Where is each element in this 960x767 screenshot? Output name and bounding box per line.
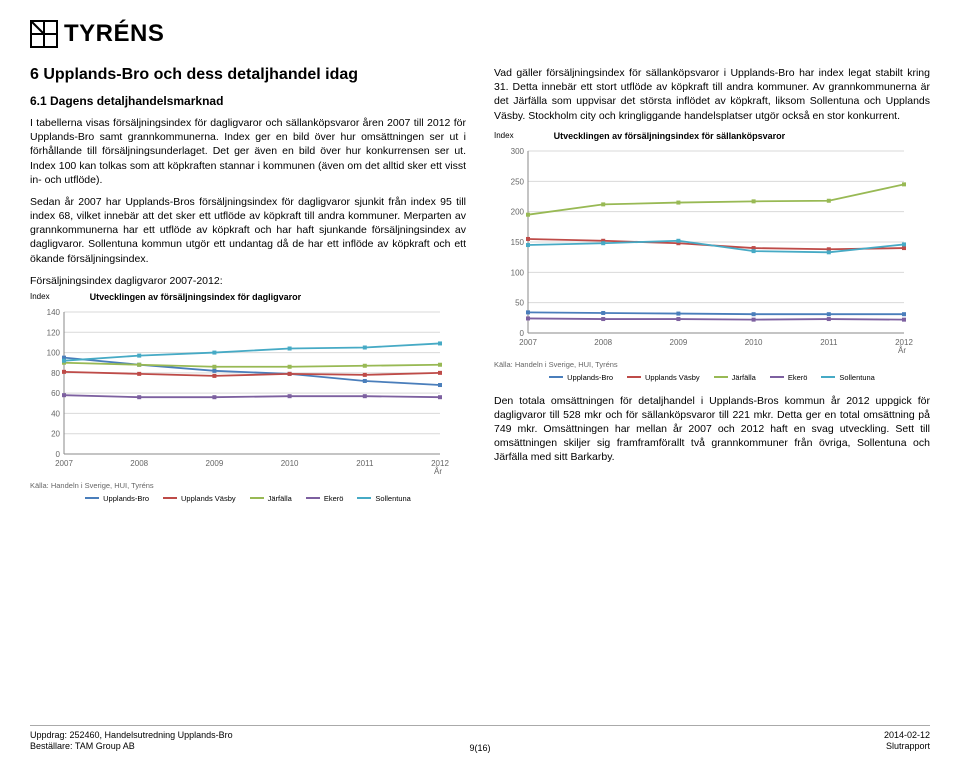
legend-swatch bbox=[770, 376, 784, 378]
svg-text:120: 120 bbox=[47, 328, 61, 337]
svg-text:60: 60 bbox=[51, 389, 60, 398]
legend-item: Järfälla bbox=[250, 494, 292, 503]
svg-text:År: År bbox=[898, 346, 906, 355]
svg-text:2010: 2010 bbox=[281, 459, 299, 468]
legend-item: Ekerö bbox=[770, 373, 808, 382]
svg-text:200: 200 bbox=[511, 207, 525, 216]
svg-text:2008: 2008 bbox=[130, 459, 148, 468]
body-paragraph: Sedan år 2007 har Upplands-Bros försäljn… bbox=[30, 195, 466, 266]
y-axis-label: Index bbox=[494, 131, 514, 140]
legend-item: Upplands-Bro bbox=[85, 494, 149, 503]
svg-text:140: 140 bbox=[47, 308, 61, 317]
daily-chart-legend: Upplands-Bro Upplands Väsby Järfälla Ekerö S… bbox=[30, 494, 466, 503]
svg-text:2010: 2010 bbox=[745, 338, 763, 347]
subsection-heading: 6.1 Dagens detaljhandelsmarknad bbox=[30, 94, 466, 108]
legend-label: Ekerö bbox=[324, 494, 344, 503]
svg-text:100: 100 bbox=[47, 348, 61, 357]
tyrens-logo-icon bbox=[30, 20, 58, 48]
chart-source: Källa: Handeln i Sverige, HUI, Tyréns bbox=[494, 360, 930, 369]
chart-title: Utvecklingen av försäljningsindex för da… bbox=[90, 292, 302, 302]
footer-assignment: Uppdrag: 252460, Handelsutredning Upplan… bbox=[30, 730, 233, 742]
logo-text: TYRÉNS bbox=[64, 20, 164, 48]
sallan-chart-legend: Upplands-Bro Upplands Väsby Järfälla Ekerö S… bbox=[494, 373, 930, 382]
legend-label: Upplands Väsby bbox=[645, 373, 700, 382]
sallan-chart: Index Utvecklingen av försäljningsindex … bbox=[494, 131, 930, 382]
legend-item: Upplands-Bro bbox=[549, 373, 613, 382]
svg-text:20: 20 bbox=[51, 430, 60, 439]
body-paragraph: Den totala omsättningen för detaljhandel… bbox=[494, 394, 930, 465]
svg-text:2007: 2007 bbox=[519, 338, 537, 347]
legend-label: Upplands-Bro bbox=[567, 373, 613, 382]
svg-text:2011: 2011 bbox=[820, 338, 838, 347]
legend-label: Upplands-Bro bbox=[103, 494, 149, 503]
page-number: 9(16) bbox=[0, 743, 960, 753]
svg-text:0: 0 bbox=[56, 450, 61, 459]
chart-source: Källa: Handeln i Sverige, HUI, Tyréns bbox=[30, 481, 466, 490]
svg-text:250: 250 bbox=[511, 177, 525, 186]
svg-text:80: 80 bbox=[51, 369, 60, 378]
legend-swatch bbox=[549, 376, 563, 378]
svg-text:300: 300 bbox=[511, 147, 525, 156]
footer-date: 2014-02-12 bbox=[884, 730, 930, 742]
body-paragraph: I tabellerna visas försäljningsindex för… bbox=[30, 116, 466, 187]
legend-label: Sollentuna bbox=[375, 494, 410, 503]
legend-swatch bbox=[250, 497, 264, 499]
legend-swatch bbox=[306, 497, 320, 499]
sallan-chart-svg: 0501001502002503002007200820092010201120… bbox=[494, 145, 914, 355]
legend-swatch bbox=[357, 497, 371, 499]
svg-text:2011: 2011 bbox=[356, 459, 374, 468]
daily-chart: Index Utvecklingen av försäljningsindex … bbox=[30, 292, 466, 503]
legend-label: Järfälla bbox=[268, 494, 292, 503]
chart-title: Utvecklingen av försäljningsindex för sä… bbox=[554, 131, 786, 141]
svg-text:100: 100 bbox=[511, 268, 525, 277]
legend-item: Upplands Väsby bbox=[627, 373, 700, 382]
legend-label: Järfälla bbox=[732, 373, 756, 382]
legend-item: Upplands Väsby bbox=[163, 494, 236, 503]
section-heading: 6 Upplands-Bro och dess detaljhandel ida… bbox=[30, 66, 466, 84]
svg-text:150: 150 bbox=[511, 238, 525, 247]
legend-swatch bbox=[714, 376, 728, 378]
two-column-layout: 6 Upplands-Bro och dess detaljhandel ida… bbox=[30, 66, 930, 511]
svg-text:0: 0 bbox=[520, 329, 525, 338]
legend-item: Sollentuna bbox=[357, 494, 410, 503]
svg-text:År: År bbox=[434, 467, 442, 476]
svg-text:2009: 2009 bbox=[670, 338, 688, 347]
y-axis-label: Index bbox=[30, 292, 50, 301]
legend-swatch bbox=[821, 376, 835, 378]
left-column: 6 Upplands-Bro och dess detaljhandel ida… bbox=[30, 66, 466, 511]
legend-label: Upplands Väsby bbox=[181, 494, 236, 503]
body-paragraph: Vad gäller försäljningsindex för sällank… bbox=[494, 66, 930, 123]
body-paragraph: Försäljningsindex dagligvaror 2007-2012: bbox=[30, 274, 466, 288]
legend-label: Sollentuna bbox=[839, 373, 874, 382]
legend-swatch bbox=[85, 497, 99, 499]
svg-text:2009: 2009 bbox=[206, 459, 224, 468]
svg-text:2007: 2007 bbox=[55, 459, 73, 468]
legend-item: Sollentuna bbox=[821, 373, 874, 382]
legend-swatch bbox=[163, 497, 177, 499]
legend-swatch bbox=[627, 376, 641, 378]
svg-text:40: 40 bbox=[51, 409, 60, 418]
legend-label: Ekerö bbox=[788, 373, 808, 382]
daily-chart-svg: 0204060801001201402007200820092010201120… bbox=[30, 306, 450, 476]
legend-item: Ekerö bbox=[306, 494, 344, 503]
right-column: Vad gäller försäljningsindex för sällank… bbox=[494, 66, 930, 511]
document-page: TYRÉNS 6 Upplands-Bro och dess detaljhan… bbox=[0, 0, 960, 521]
legend-item: Järfälla bbox=[714, 373, 756, 382]
svg-text:2008: 2008 bbox=[594, 338, 612, 347]
svg-text:50: 50 bbox=[515, 298, 524, 307]
logo: TYRÉNS bbox=[30, 20, 930, 48]
